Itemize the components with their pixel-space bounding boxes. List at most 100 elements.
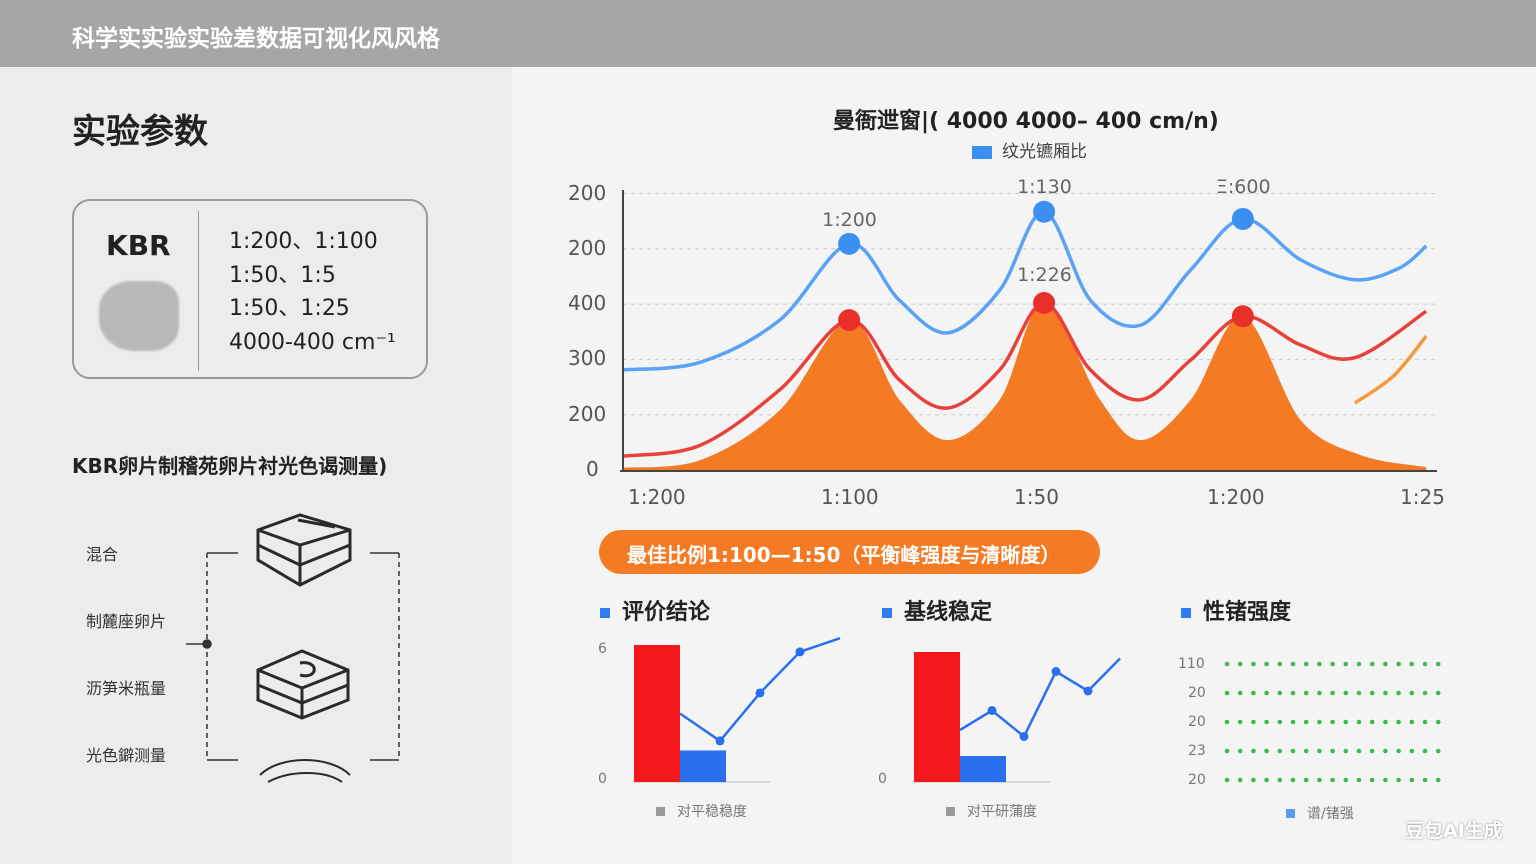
trend-point — [1051, 667, 1061, 676]
small-legend: 对平研蒲度 — [946, 801, 1037, 821]
intensity-dot — [1330, 777, 1335, 783]
divider — [198, 211, 199, 371]
intensity-dot — [1435, 777, 1441, 783]
process-title: KBR卵片制稽苑卵片衬光色谒测量) — [72, 454, 388, 478]
legend-label: 谱/锗强 — [1307, 806, 1354, 822]
intensity-dot — [1369, 748, 1375, 754]
intensity-dot — [1251, 777, 1256, 783]
intensity-dot — [1237, 661, 1243, 667]
step-label: 制麓座卵片 — [86, 612, 167, 631]
param-line: 1:50、1:25 — [229, 296, 350, 321]
intensity-dot — [1224, 719, 1230, 725]
small-legend: 对平稳稳度 — [656, 801, 747, 821]
param-line: 1:200、1:100 — [229, 229, 378, 254]
junction-dot — [202, 639, 212, 649]
intensity-dot — [1251, 719, 1256, 725]
legend-swatch — [946, 807, 955, 816]
intensity-dot — [1369, 661, 1375, 667]
intensity-dot — [1383, 777, 1388, 783]
kbr-sample-image — [99, 281, 179, 351]
intensity-dot — [1224, 661, 1230, 667]
section-title: 评价结论 — [622, 600, 711, 625]
trend-point — [987, 706, 997, 715]
intensity-dot — [1409, 690, 1415, 696]
peak-marker — [1231, 207, 1254, 230]
y-tick: 0 — [598, 771, 607, 787]
bar — [914, 652, 960, 782]
small-legend: 谱/锗强 — [1286, 803, 1354, 823]
intensity-dot — [1356, 748, 1362, 754]
intensity-dot — [1396, 748, 1401, 754]
y-tick: 20 — [1188, 685, 1206, 701]
peak-marker — [1033, 200, 1056, 223]
intensity-dot — [1251, 690, 1256, 696]
legend-swatch — [972, 145, 992, 159]
intensity-dot — [1303, 748, 1309, 754]
peak-marker — [838, 309, 861, 332]
intensity-dot — [1303, 690, 1309, 696]
intensity-dot — [1422, 719, 1428, 725]
y-tick: 20 — [1188, 714, 1206, 730]
intensity-dot — [1343, 777, 1349, 783]
peak-marker — [1033, 291, 1056, 314]
section-intensity: 性锗强度 — [1181, 594, 1291, 626]
intensity-dot — [1343, 748, 1349, 754]
intensity-dot — [1224, 748, 1230, 754]
intensity-dot — [1237, 777, 1243, 783]
y-tick: 110 — [1178, 656, 1205, 672]
intensity-dot — [1251, 661, 1256, 667]
y-tick: 6 — [598, 641, 607, 657]
chart-legend: 纹光镳厢比 — [972, 137, 1087, 162]
bar — [634, 645, 680, 782]
y-tick-label: 200 — [568, 235, 607, 260]
intensity-dot — [1422, 661, 1428, 667]
intensity-dot — [1330, 748, 1335, 754]
step-label: 光色鐴测量 — [86, 746, 167, 765]
peak-annotation: 1:130 — [1017, 175, 1072, 198]
trend-line — [959, 657, 1121, 739]
intensity-dot — [1317, 777, 1322, 783]
intensity-dot — [1264, 719, 1269, 725]
trend-point — [1083, 686, 1093, 696]
legend-swatch — [1286, 809, 1295, 818]
intensity-dot — [1251, 748, 1256, 754]
intensity-dot — [1422, 777, 1428, 783]
intensity-dot — [1277, 777, 1283, 783]
intensity-dot — [1396, 661, 1401, 667]
intensity-dot — [1290, 690, 1296, 696]
section-eval: 评价结论 — [600, 594, 710, 626]
param-line: 1:50、1:5 — [229, 262, 336, 288]
step-label: 沥笋米瓶量 — [86, 679, 167, 698]
bullet-icon — [1181, 608, 1191, 618]
header-bar: 科学实实验实验差数据可视化风风格 — [0, 0, 1536, 67]
page-title: 科学实实验实验差数据可视化风风格 — [72, 26, 440, 52]
card-label: KBR — [106, 229, 171, 262]
section-title: 基线稳定 — [904, 600, 993, 625]
intensity-dot — [1422, 690, 1428, 696]
intensity-dot — [1383, 719, 1388, 725]
y-tick-label: 200 — [568, 180, 607, 205]
x-tick-label: 1:50 — [1014, 485, 1059, 509]
intensity-dot — [1303, 719, 1309, 725]
x-tick-label: 1:25 — [1400, 485, 1445, 509]
intensity-dot — [1237, 748, 1243, 754]
intensity-dot — [1277, 661, 1283, 667]
intensity-dot — [1369, 690, 1375, 696]
peak-annotation: Ξ:600 — [1215, 175, 1271, 198]
intensity-dot — [1290, 661, 1296, 667]
pellet-stack-icon — [256, 513, 352, 587]
intensity-dot — [1237, 690, 1243, 696]
intensity-dot — [1356, 661, 1362, 667]
pellet-press-icon — [256, 649, 350, 720]
intensity-dot — [1435, 719, 1441, 725]
peak-marker — [1231, 305, 1254, 328]
trend-point — [1019, 732, 1029, 741]
legend-label: 对平稳稳度 — [677, 804, 747, 820]
param-line: 4000-400 cm⁻¹ — [229, 329, 396, 355]
intensity-dot — [1264, 690, 1269, 696]
intensity-dot — [1237, 719, 1243, 725]
y-tick-label: 400 — [568, 291, 607, 316]
intensity-dot — [1330, 719, 1335, 725]
